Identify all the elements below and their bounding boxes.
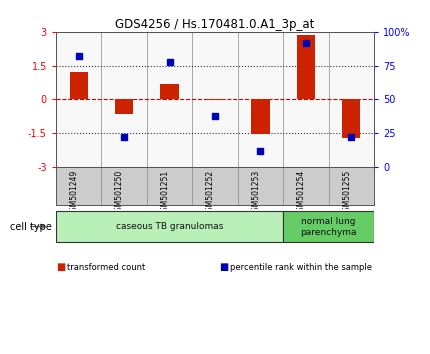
Text: GSM501250: GSM501250: [115, 170, 124, 216]
Text: GSM501252: GSM501252: [206, 170, 215, 216]
Bar: [160, 84, 178, 99]
Bar: [297, 35, 315, 99]
Bar: [342, 99, 360, 138]
Text: cell type: cell type: [10, 222, 52, 232]
Text: percentile rank within the sample: percentile rank within the sample: [230, 263, 372, 272]
Bar: [283, 211, 374, 242]
Title: GDS4256 / Hs.170481.0.A1_3p_at: GDS4256 / Hs.170481.0.A1_3p_at: [115, 18, 315, 31]
Text: GSM501255: GSM501255: [342, 170, 351, 216]
Text: GSM501253: GSM501253: [252, 170, 261, 216]
Text: caseous TB granulomas: caseous TB granulomas: [116, 222, 223, 232]
Text: transformed count: transformed count: [67, 263, 145, 272]
Text: GSM501254: GSM501254: [297, 170, 306, 216]
Text: ■: ■: [56, 262, 65, 272]
Bar: [115, 99, 133, 114]
Bar: [70, 72, 88, 99]
Bar: [252, 99, 270, 134]
Text: GSM501249: GSM501249: [70, 170, 79, 216]
Text: normal lung
parenchyma: normal lung parenchyma: [301, 217, 357, 236]
Bar: [206, 99, 224, 101]
Text: GSM501251: GSM501251: [160, 170, 169, 216]
Text: ■: ■: [219, 262, 229, 272]
Bar: [56, 211, 283, 242]
